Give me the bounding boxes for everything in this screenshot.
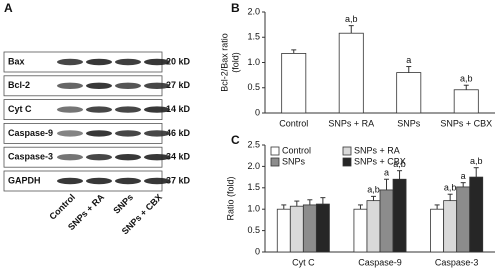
x-tick-label: Caspase-9 xyxy=(358,257,402,267)
band xyxy=(57,130,83,137)
band xyxy=(144,177,170,185)
band xyxy=(86,130,112,137)
bar xyxy=(453,89,479,114)
bar xyxy=(281,53,307,114)
y-tick-label: 1.5 xyxy=(247,32,260,42)
row-label: Cyt C xyxy=(8,104,32,114)
bar xyxy=(353,208,368,253)
legend-label: Control xyxy=(282,145,311,155)
band xyxy=(86,58,112,66)
band xyxy=(115,154,141,161)
band xyxy=(115,106,141,113)
size-label: 20 kD xyxy=(166,56,191,66)
band xyxy=(86,154,112,161)
y-tick-label: 0.5 xyxy=(247,225,260,235)
band xyxy=(144,58,170,66)
size-label: 46 kD xyxy=(166,128,191,138)
row-label: Caspase-9 xyxy=(8,128,53,138)
y-tick-label: 0 xyxy=(255,246,260,256)
bar xyxy=(396,72,422,114)
panel-label: A xyxy=(4,1,13,15)
row-label: GAPDH xyxy=(8,175,41,185)
size-label: 14 kD xyxy=(166,104,191,114)
annotation: a xyxy=(406,55,411,65)
bar xyxy=(302,204,317,253)
legend-swatch xyxy=(270,146,280,156)
legend-swatch xyxy=(342,157,352,167)
bar xyxy=(379,189,394,253)
bar xyxy=(456,186,471,253)
band xyxy=(144,130,170,137)
size-label: 34 kD xyxy=(166,152,191,162)
y-tick-label: 1.5 xyxy=(247,182,260,192)
band xyxy=(115,82,141,90)
y-tick-label: 2.5 xyxy=(247,139,260,149)
legend-label: SNPs xyxy=(282,156,306,166)
y-axis-label: (fold) xyxy=(230,52,240,73)
band xyxy=(86,106,112,113)
annotation: a,b xyxy=(460,74,473,84)
band xyxy=(57,154,83,161)
annotation: a,b xyxy=(470,156,483,166)
x-tick-label: Control xyxy=(279,118,308,128)
row-label: Caspase-3 xyxy=(8,152,53,162)
y-tick-label: 1.0 xyxy=(247,57,260,67)
band xyxy=(115,130,141,137)
legend-label: SNPs + RA xyxy=(354,145,400,155)
x-tick-label: SNPs + CBX xyxy=(440,118,492,128)
annotation: a,b xyxy=(367,185,380,195)
bar xyxy=(276,208,291,253)
y-tick-label: 2.0 xyxy=(247,6,260,16)
band xyxy=(144,154,170,161)
x-tick-label: SNPs + RA xyxy=(328,118,374,128)
band xyxy=(57,106,83,113)
row-label: Bcl-2 xyxy=(8,80,30,90)
y-axis-label: Ratio (fold) xyxy=(225,176,235,220)
lane-label: SNPs xyxy=(111,192,135,216)
band xyxy=(86,82,112,90)
band xyxy=(115,58,141,66)
y-axis-label: Bcl-2/Bax ratio xyxy=(219,33,229,92)
bar xyxy=(289,205,304,253)
panel-label: C xyxy=(231,133,240,147)
y-tick-label: 0 xyxy=(255,107,260,117)
y-tick-label: 0.5 xyxy=(247,82,260,92)
x-tick-label: SNPs xyxy=(397,118,421,128)
annotation: a,b xyxy=(444,183,457,193)
legend-swatch xyxy=(270,157,280,167)
band xyxy=(86,177,112,185)
band xyxy=(57,82,83,90)
size-label: 37 kD xyxy=(166,175,191,185)
y-tick-label: 2.0 xyxy=(247,161,260,171)
bar xyxy=(338,32,364,114)
band xyxy=(115,177,141,185)
band xyxy=(57,58,83,66)
band xyxy=(144,106,170,113)
x-tick-label: Cyt C xyxy=(292,257,315,267)
band xyxy=(57,177,83,185)
size-label: 27 kD xyxy=(166,80,191,90)
x-tick-label: Caspase-3 xyxy=(435,257,479,267)
bar xyxy=(443,200,458,253)
annotation: a xyxy=(384,168,389,178)
bar xyxy=(430,208,445,253)
bar xyxy=(366,200,381,253)
y-tick-label: 1.0 xyxy=(247,204,260,214)
band xyxy=(144,82,170,90)
panel-label: B xyxy=(231,1,240,15)
legend-swatch xyxy=(342,146,352,156)
legend-label: SNPs + CBX xyxy=(354,156,406,166)
row-label: Bax xyxy=(8,56,25,66)
annotation: a,b xyxy=(393,159,406,169)
bar xyxy=(392,178,407,253)
annotation: a xyxy=(461,171,466,181)
annotation: a,b xyxy=(345,14,358,24)
bar xyxy=(315,203,330,253)
bar xyxy=(469,176,484,253)
